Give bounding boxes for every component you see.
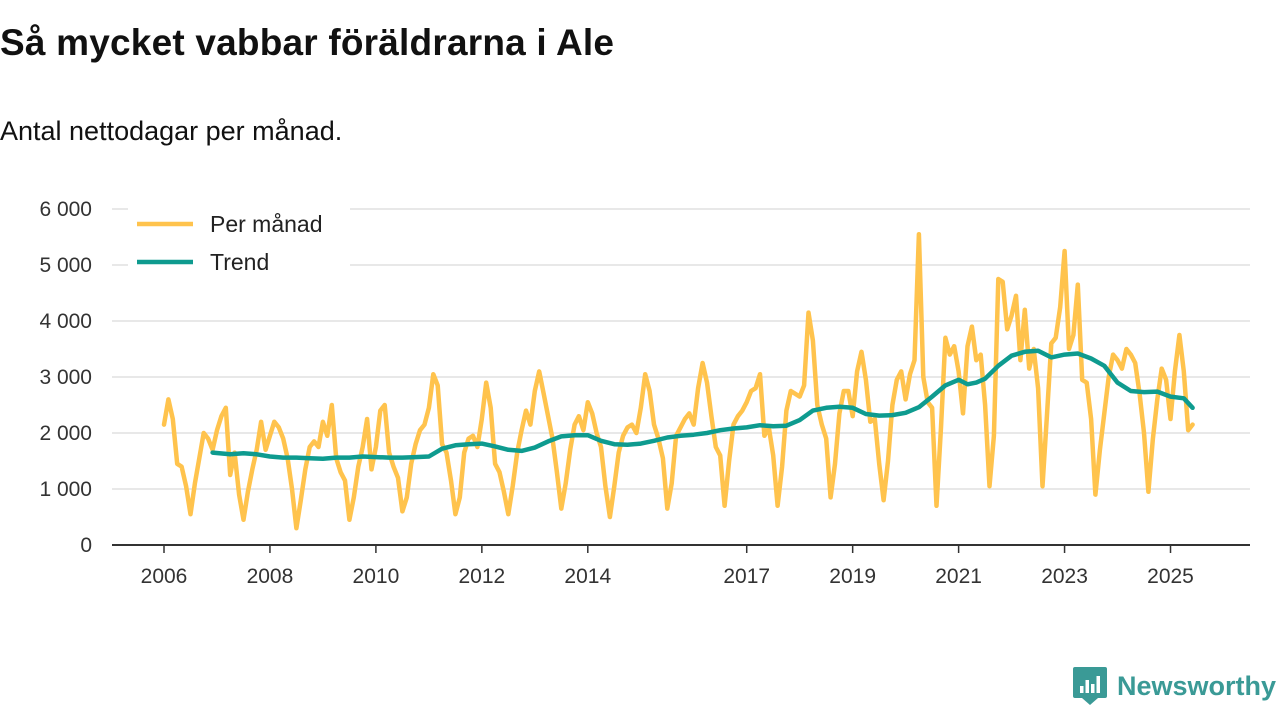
x-tick-label: 2023 [1041,565,1088,588]
x-tick-label: 2006 [141,565,188,588]
x-tick-label: 2021 [935,565,982,588]
chart-subtitle: Antal nettodagar per månad. [0,116,343,146]
series-lines [161,231,1195,531]
legend-background [128,205,350,283]
legend-label-trend: Trend [210,249,269,275]
x-tick-label: 2017 [723,565,770,588]
y-tick-label: 4 000 [39,310,92,333]
chart-title: Så mycket vabbar föräldrarna i Ale [0,22,615,63]
legend-label-per-manad: Per månad [210,211,323,237]
x-axis: 2006 2008 2010 2012 2014 2017 2019 2021 2023 2025 [112,544,1250,588]
y-tick-label: 2 000 [39,422,92,445]
brand-name: Newsworthy [1117,670,1277,701]
series-line-trend [210,348,1195,462]
x-tick-label: 2019 [829,565,876,588]
y-tick-label: 6 000 [39,198,92,221]
newsworthy-logo-icon [1073,667,1107,705]
legend: Per månad Trend [128,205,350,283]
y-tick-label: 5 000 [39,254,92,277]
x-tick-label: 2014 [564,565,611,588]
y-tick-label: 3 000 [39,366,92,389]
x-tick-label: 2012 [458,565,505,588]
x-tick-label: 2010 [353,565,400,588]
y-axis-tick-labels: 0 1 000 2 000 3 000 4 000 5 000 6 000 [39,198,92,557]
y-tick-label: 1 000 [39,478,92,501]
x-tick-label: 2025 [1147,565,1194,588]
y-tick-label: 0 [80,534,92,557]
newsworthy-brand: Newsworthy [1072,666,1276,706]
x-tick-label: 2008 [247,565,294,588]
